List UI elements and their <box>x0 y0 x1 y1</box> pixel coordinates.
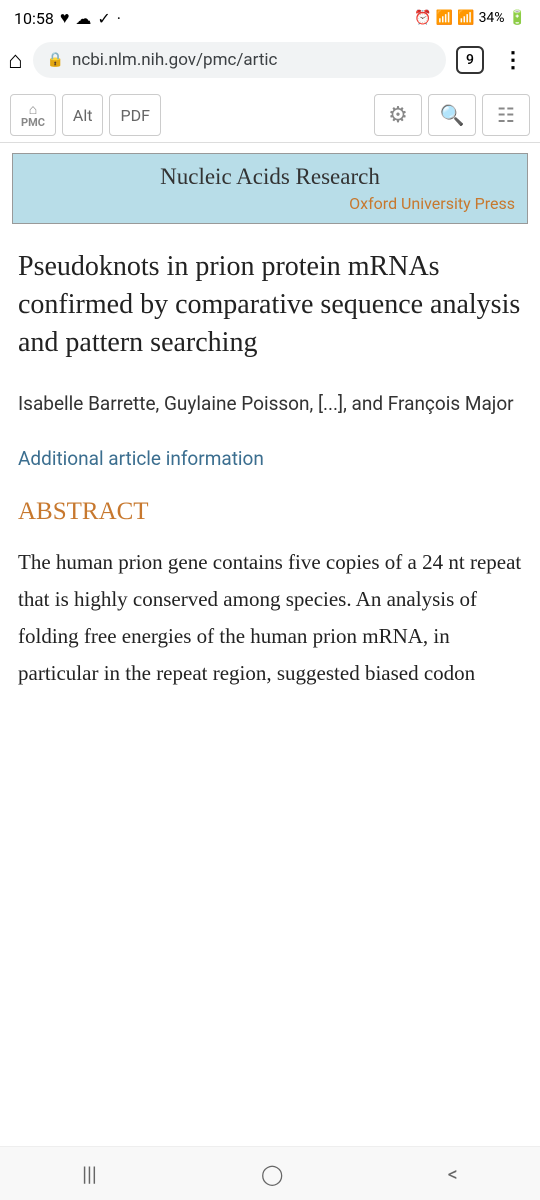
pmc-logo-text: PMC <box>21 117 45 128</box>
status-left: 10:58 ♥ ☁ ✓ · <box>14 8 121 28</box>
lock-icon: 🔒 <box>47 52 64 68</box>
recents-button[interactable]: ||| <box>82 1162 97 1186</box>
cloud-icon: ☁ <box>75 9 91 28</box>
heart-icon: ♥ <box>60 8 70 28</box>
back-button[interactable]: < <box>448 1162 458 1186</box>
check-icon: ✓ <box>97 9 110 28</box>
status-time: 10:58 <box>14 9 54 28</box>
browser-bar: ⌂ 🔒 ncbi.nlm.nih.gov/pmc/artic 9 ⋮ <box>0 32 540 88</box>
dot-icon: · <box>117 9 121 28</box>
search-button[interactable]: 🔍 <box>428 94 476 136</box>
tab-switcher[interactable]: 9 <box>456 46 484 74</box>
wifi-icon: 📶 <box>436 10 453 26</box>
pmc-roof-icon: ⌂ <box>21 103 45 117</box>
publisher-name: Oxford University Press <box>25 194 515 213</box>
home-button[interactable]: ◯ <box>261 1162 283 1186</box>
list-icon: ☷ <box>497 103 515 127</box>
abstract-text: The human prion gene contains five copie… <box>18 544 522 691</box>
toc-button[interactable]: ☷ <box>482 94 530 136</box>
pmc-home-button[interactable]: ⌂ PMC <box>10 94 56 136</box>
alarm-icon: ⏰ <box>414 10 431 26</box>
tab-count-value: 9 <box>466 52 474 68</box>
article-authors: Isabelle Barrette, Guylaine Poisson, [..… <box>18 385 522 423</box>
browser-menu-icon[interactable]: ⋮ <box>494 48 532 73</box>
settings-button[interactable]: ⚙ <box>374 94 422 136</box>
journal-name: Nucleic Acids Research <box>25 164 515 190</box>
battery-icon: 🔋 <box>509 10 526 26</box>
status-bar: 10:58 ♥ ☁ ✓ · ⏰ 📶 📶 34% 🔋 <box>0 0 540 32</box>
article-title: Pseudoknots in prion protein mRNAs confi… <box>18 248 522 361</box>
pdf-button[interactable]: PDF <box>109 94 160 136</box>
system-nav-bar: ||| ◯ < <box>0 1146 540 1200</box>
url-bar[interactable]: 🔒 ncbi.nlm.nih.gov/pmc/artic <box>33 42 447 78</box>
pmc-toolbar: ⌂ PMC Alt PDF ⚙ 🔍 ☷ <box>0 88 540 143</box>
status-right: ⏰ 📶 📶 34% 🔋 <box>414 10 526 26</box>
gear-icon: ⚙ <box>388 103 408 128</box>
additional-info-link[interactable]: Additional article information <box>18 447 522 470</box>
home-icon[interactable]: ⌂ <box>8 46 23 75</box>
article-content: Pseudoknots in prion protein mRNAs confi… <box>0 224 540 691</box>
abstract-heading: ABSTRACT <box>18 498 522 526</box>
search-icon: 🔍 <box>440 103 465 127</box>
url-text: ncbi.nlm.nih.gov/pmc/artic <box>72 50 277 70</box>
signal-icon: 📶 <box>457 10 474 26</box>
journal-banner[interactable]: Nucleic Acids Research Oxford University… <box>12 153 528 224</box>
battery-percent: 34% <box>479 10 505 26</box>
alt-button[interactable]: Alt <box>62 94 104 136</box>
